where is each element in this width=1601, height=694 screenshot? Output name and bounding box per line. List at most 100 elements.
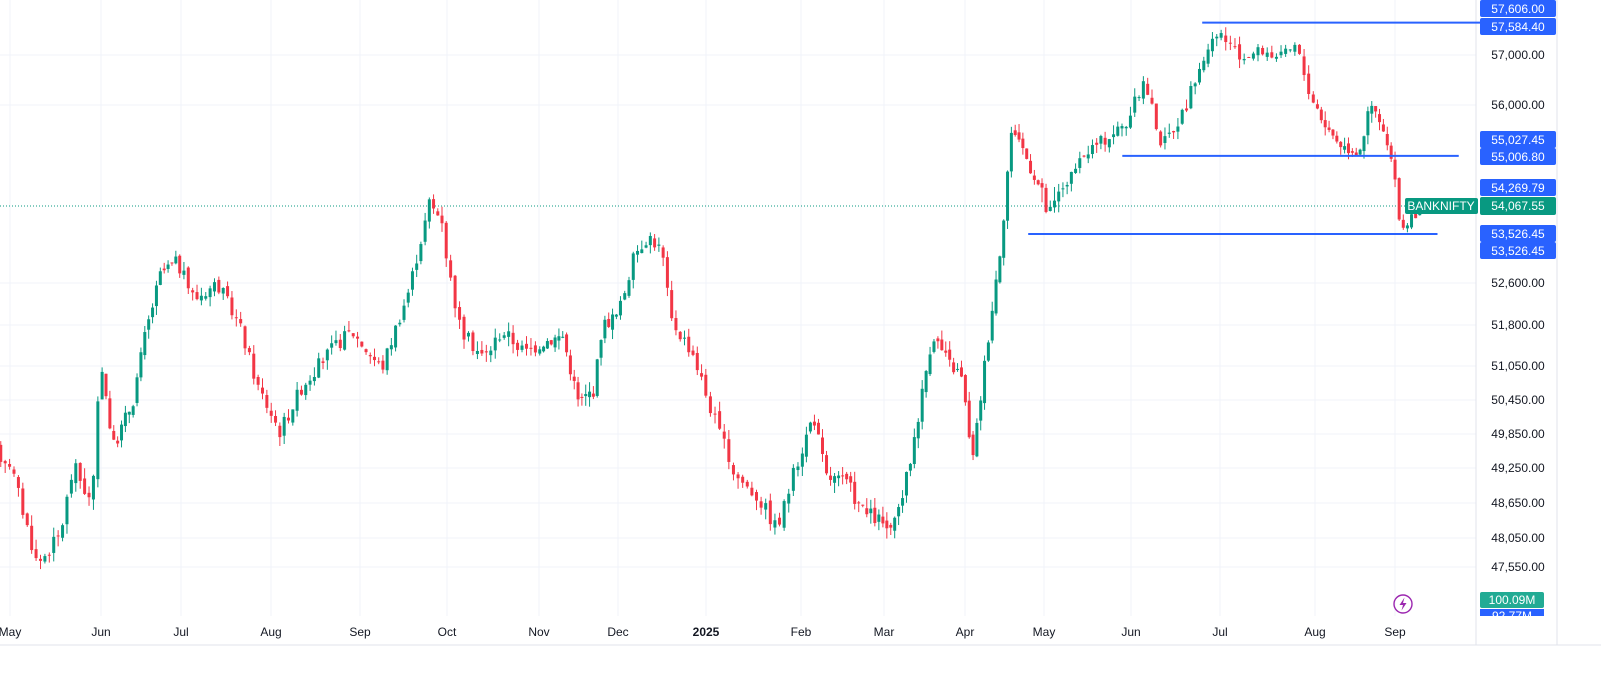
time-axis-label: Mar bbox=[874, 625, 895, 639]
candle-up bbox=[135, 377, 139, 403]
price-axis-label: 51,050.00 bbox=[1491, 359, 1545, 373]
candle-up bbox=[96, 401, 100, 480]
candle-up bbox=[1163, 136, 1167, 143]
candle-down bbox=[940, 339, 944, 351]
candle-up bbox=[1061, 188, 1065, 190]
candle-down bbox=[565, 334, 569, 353]
candle-up bbox=[394, 325, 398, 348]
time-axis-label: Sep bbox=[349, 625, 371, 639]
candle-down bbox=[299, 389, 303, 395]
candle-up bbox=[199, 295, 203, 301]
candle-down bbox=[230, 297, 234, 316]
candle-down bbox=[239, 319, 243, 324]
candle-up bbox=[869, 508, 873, 514]
candle-up bbox=[415, 263, 419, 270]
candle-down bbox=[360, 341, 364, 347]
time-axis-label: May bbox=[0, 625, 21, 639]
candle-down bbox=[678, 331, 682, 340]
time-axis-label: Aug bbox=[1304, 625, 1325, 639]
candle-down bbox=[1389, 145, 1393, 159]
candle-down bbox=[377, 361, 381, 363]
candle-down bbox=[1302, 56, 1306, 76]
candle-down bbox=[1378, 114, 1382, 123]
candle-down bbox=[274, 415, 278, 423]
candle-down bbox=[1354, 152, 1358, 156]
candle-up bbox=[1057, 191, 1061, 202]
time-axis-label: Feb bbox=[791, 625, 812, 639]
candle-up bbox=[158, 271, 162, 285]
candle-down bbox=[778, 517, 782, 525]
grid bbox=[0, 0, 1601, 646]
candle-up bbox=[1006, 171, 1010, 221]
candle-up bbox=[764, 503, 768, 510]
candle-down bbox=[217, 279, 221, 293]
candle-down bbox=[704, 374, 708, 396]
candle-up bbox=[599, 340, 603, 358]
candle-up bbox=[43, 556, 47, 562]
candle-down bbox=[1228, 42, 1232, 44]
candle-down bbox=[1172, 131, 1176, 133]
candle-down bbox=[1401, 219, 1405, 228]
axes: 57,000.00 56,000.00 52,600.00 51,800.00 51,0… bbox=[0, 48, 1545, 639]
candle-up bbox=[1251, 53, 1255, 59]
last-price-text: 54,067.55 bbox=[1491, 199, 1545, 213]
candle-up bbox=[908, 463, 912, 471]
time-axis-label: May bbox=[1033, 625, 1056, 639]
candle-down bbox=[670, 290, 674, 319]
candle-down bbox=[568, 355, 572, 375]
candle-up bbox=[791, 467, 795, 491]
candle-down bbox=[816, 422, 820, 435]
lightning-alert-icon[interactable] bbox=[1393, 594, 1413, 614]
candle-up bbox=[127, 411, 131, 415]
candle-up bbox=[507, 331, 511, 337]
candle-down bbox=[736, 474, 740, 479]
candle-up bbox=[994, 279, 998, 314]
candle-down bbox=[549, 340, 553, 345]
candle-down bbox=[1307, 73, 1311, 95]
candle-up bbox=[291, 409, 295, 423]
candle-up bbox=[147, 319, 151, 330]
candle-down bbox=[524, 343, 528, 349]
candle-down bbox=[1270, 52, 1274, 58]
candle-up bbox=[1176, 126, 1180, 132]
candle-down bbox=[861, 504, 865, 506]
candle-down bbox=[1013, 130, 1017, 136]
candle-up bbox=[520, 345, 524, 350]
candle-up bbox=[385, 348, 389, 371]
price-tags: 57,606.00 57,584.40 55,027.45 55,006.80 54,2… bbox=[1480, 0, 1556, 259]
candle-up bbox=[1128, 115, 1132, 128]
candle-up bbox=[603, 319, 607, 339]
candle-up bbox=[91, 475, 95, 500]
candle-down bbox=[607, 318, 611, 327]
candle-up bbox=[542, 346, 546, 352]
candle-down bbox=[56, 535, 60, 537]
candle-down bbox=[1315, 104, 1319, 109]
candle-down bbox=[16, 477, 20, 488]
candle-down bbox=[278, 425, 282, 438]
time-axis-label: Dec bbox=[607, 625, 628, 639]
candle-down bbox=[1385, 134, 1389, 146]
candle-down bbox=[722, 431, 726, 439]
candle-down bbox=[1224, 35, 1228, 43]
candle-down bbox=[516, 342, 520, 350]
candle-down bbox=[1154, 103, 1158, 130]
candle-down bbox=[162, 268, 166, 271]
candle-up bbox=[1265, 52, 1269, 57]
candle-down bbox=[3, 461, 7, 464]
candle-up bbox=[1120, 126, 1124, 129]
candle-down bbox=[191, 290, 195, 293]
candle-down bbox=[750, 487, 754, 496]
candle-up bbox=[312, 376, 316, 382]
candle-up bbox=[1099, 136, 1103, 144]
candle-up bbox=[1133, 96, 1137, 113]
candle-up bbox=[897, 507, 901, 517]
candle-down bbox=[841, 475, 845, 477]
candle-down bbox=[260, 387, 264, 394]
price-tag-label: 57,606.00 bbox=[1491, 2, 1545, 16]
candle-up bbox=[1009, 132, 1013, 172]
candle-down bbox=[1146, 83, 1150, 95]
price-axis-label: 50,450.00 bbox=[1491, 393, 1545, 407]
drawn-lines[interactable] bbox=[1028, 21, 1480, 235]
